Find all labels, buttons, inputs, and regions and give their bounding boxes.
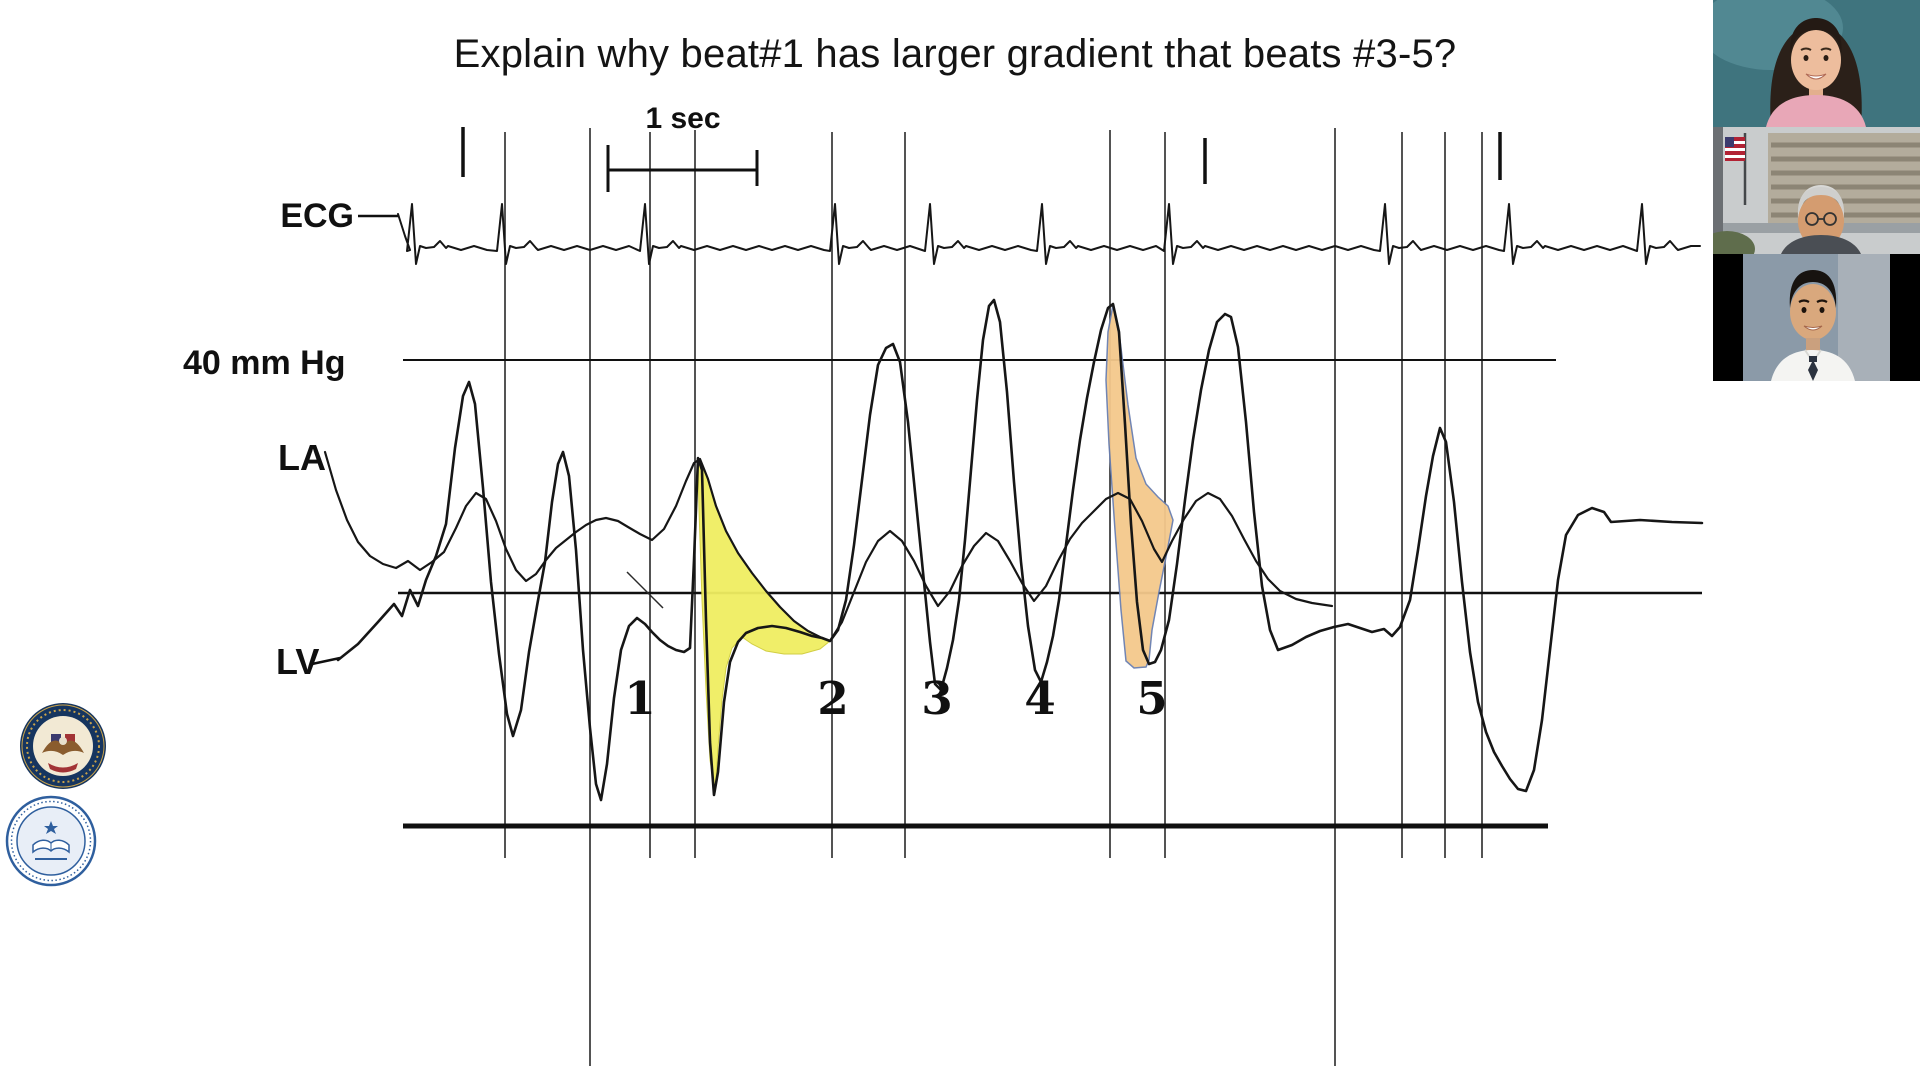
us-flag-icon: [1725, 137, 1745, 161]
participant-video-2[interactable]: [1713, 127, 1920, 254]
participants-panel: [1713, 0, 1920, 381]
beat-number-4: 4: [1024, 672, 1055, 725]
la-pressure-trace: [323, 450, 1334, 643]
tracing-grid-lines: [398, 127, 1702, 1066]
participant-3-avatar: [1713, 254, 1920, 381]
participant-2-avatar: [1713, 127, 1920, 254]
participant-video-3[interactable]: [1713, 254, 1920, 381]
beat-number-1: 1: [624, 672, 655, 725]
pen-mark: [626, 571, 664, 609]
va-seal-graphic: [20, 703, 106, 789]
lv-label-connector: [311, 656, 341, 666]
lv-label: LV: [276, 641, 319, 682]
time-scale-label: 1 sec: [645, 102, 720, 135]
uc-seal-logo: [5, 795, 97, 887]
participant-video-1[interactable]: [1713, 0, 1920, 127]
participant-1-avatar: [1713, 0, 1920, 127]
beat-number-3: 3: [921, 672, 952, 725]
time-scale-bar: 1 sec: [606, 102, 759, 192]
uc-seal-graphic: [5, 795, 97, 887]
lv-pressure-trace: [336, 298, 1704, 802]
ecg-trace: [397, 203, 1701, 265]
la-label: LA: [278, 437, 326, 478]
beat-number-2: 2: [817, 672, 848, 725]
tie: [1808, 360, 1818, 381]
beat-number-5: 5: [1136, 672, 1167, 725]
pressure-scale-label: 40 mm Hg: [183, 344, 346, 382]
ecg-label: ECG: [280, 197, 354, 235]
slide-title: Explain why beat#1 has larger gradient t…: [453, 32, 1457, 76]
va-seal-logo: [18, 701, 108, 791]
